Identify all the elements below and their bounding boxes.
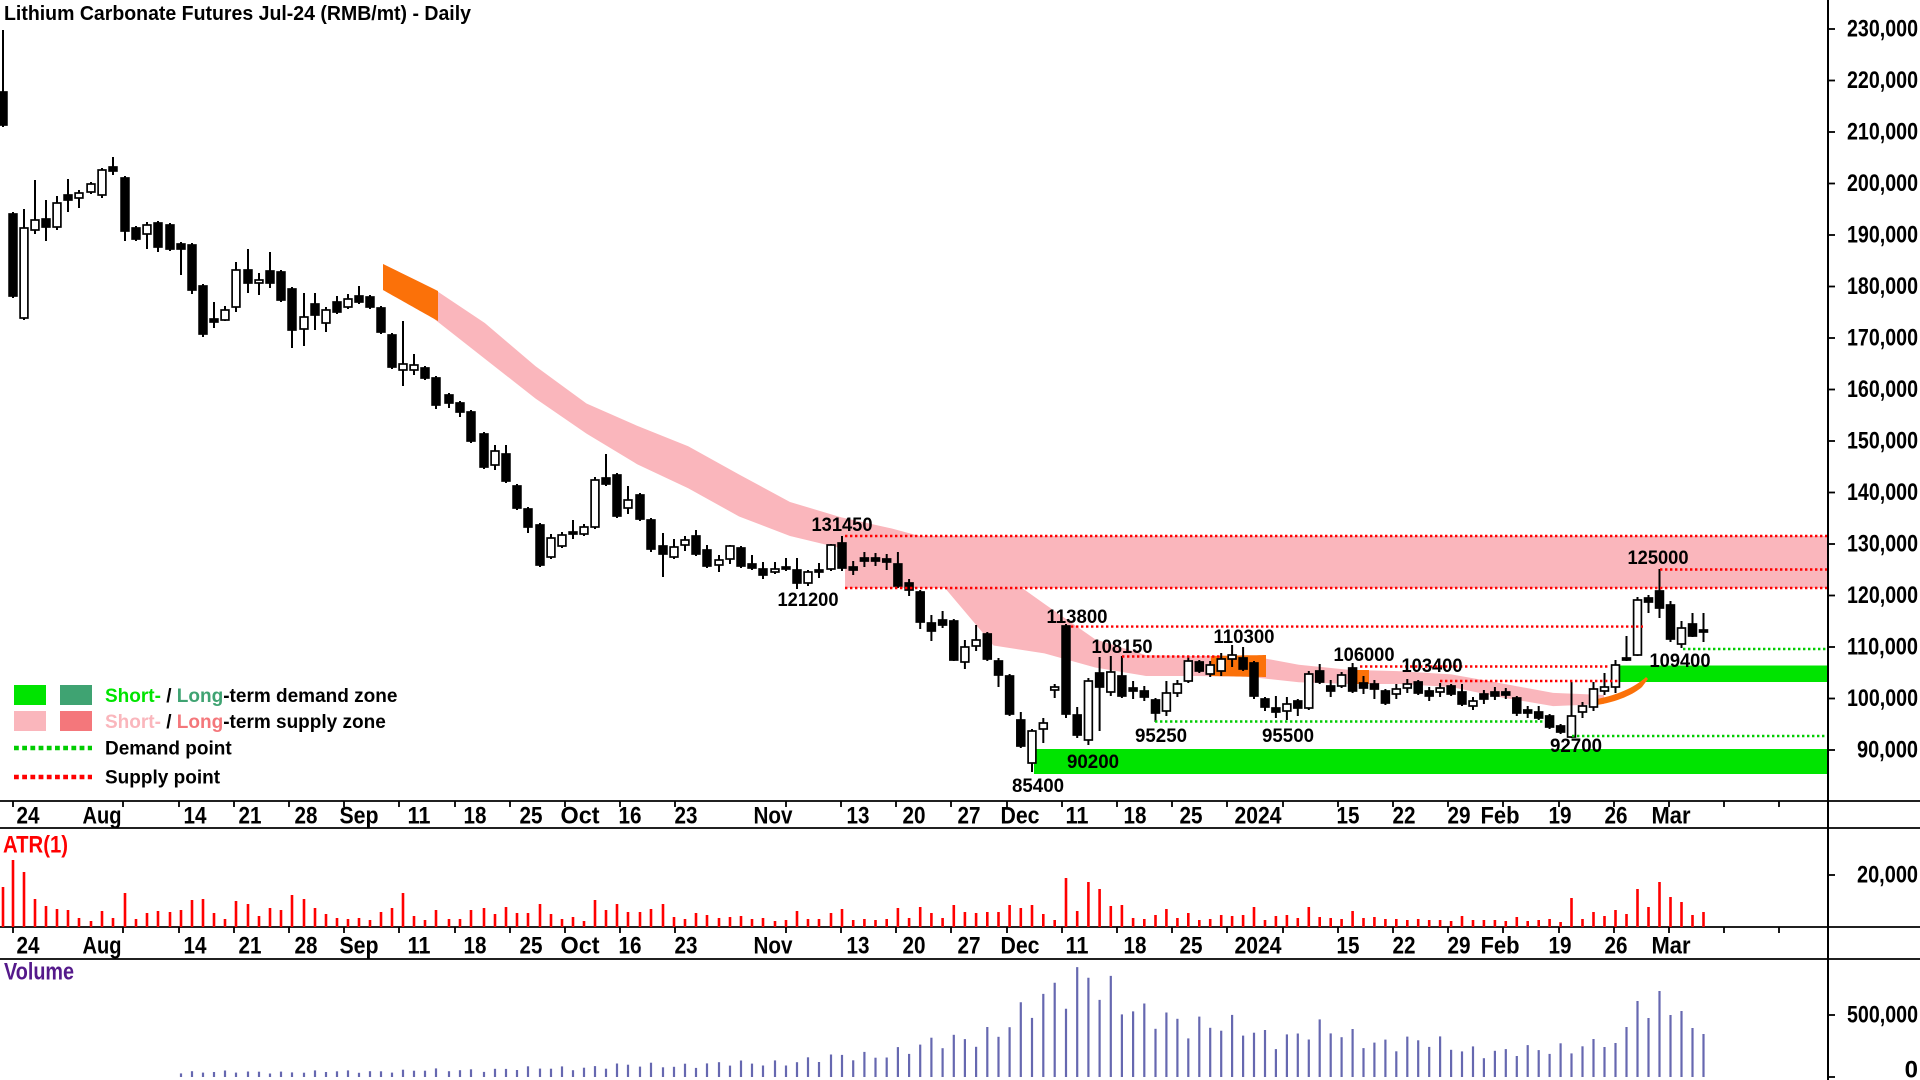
svg-text:23: 23 xyxy=(675,933,698,960)
svg-text:15: 15 xyxy=(1337,933,1360,960)
svg-text:13: 13 xyxy=(847,933,870,960)
svg-text:220,000: 220,000 xyxy=(1847,67,1918,94)
svg-text:200,000: 200,000 xyxy=(1847,170,1918,197)
svg-text:11: 11 xyxy=(1066,933,1089,960)
svg-text:160,000: 160,000 xyxy=(1847,376,1918,403)
svg-text:Sep: Sep xyxy=(340,933,379,960)
svg-text:230,000: 230,000 xyxy=(1847,16,1918,43)
svg-text:23: 23 xyxy=(675,803,698,830)
svg-text:25: 25 xyxy=(520,933,543,960)
svg-text:Nov: Nov xyxy=(754,933,794,960)
svg-text:103400: 103400 xyxy=(1402,655,1463,677)
svg-text:19: 19 xyxy=(1549,803,1572,830)
svg-text:Feb: Feb xyxy=(1481,803,1520,830)
svg-text:150,000: 150,000 xyxy=(1847,428,1918,455)
svg-text:113800: 113800 xyxy=(1047,606,1108,628)
svg-text:110300: 110300 xyxy=(1214,626,1275,648)
svg-text:15: 15 xyxy=(1337,803,1360,830)
svg-text:28: 28 xyxy=(295,803,318,830)
svg-text:16: 16 xyxy=(619,803,642,830)
svg-text:20,000: 20,000 xyxy=(1857,862,1918,889)
svg-text:18: 18 xyxy=(464,933,487,960)
svg-text:125000: 125000 xyxy=(1628,547,1689,569)
svg-text:85400: 85400 xyxy=(1012,775,1064,797)
svg-text:131450: 131450 xyxy=(812,514,873,536)
svg-text:210,000: 210,000 xyxy=(1847,119,1918,146)
svg-text:Aug: Aug xyxy=(83,803,122,830)
svg-text:Demand point: Demand point xyxy=(105,739,232,760)
svg-text:108150: 108150 xyxy=(1092,636,1153,658)
svg-text:21: 21 xyxy=(239,803,262,830)
svg-text:13: 13 xyxy=(847,803,870,830)
svg-text:18: 18 xyxy=(464,803,487,830)
svg-text:25: 25 xyxy=(520,803,543,830)
svg-text:21: 21 xyxy=(239,933,262,960)
svg-text:95500: 95500 xyxy=(1262,725,1314,747)
svg-text:Volume: Volume xyxy=(4,959,74,986)
svg-text:190,000: 190,000 xyxy=(1847,222,1918,249)
svg-text:Supply point: Supply point xyxy=(105,768,221,789)
svg-text:92700: 92700 xyxy=(1550,735,1602,757)
svg-text:18: 18 xyxy=(1124,933,1147,960)
svg-text:26: 26 xyxy=(1605,803,1628,830)
svg-text:Oct: Oct xyxy=(561,803,600,830)
svg-text:Dec: Dec xyxy=(1001,803,1040,830)
svg-text:Short- / Long-term demand zone: Short- / Long-term demand zone xyxy=(105,686,397,707)
svg-text:27: 27 xyxy=(958,933,981,960)
svg-text:16: 16 xyxy=(619,933,642,960)
svg-text:109400: 109400 xyxy=(1650,650,1711,672)
svg-text:29: 29 xyxy=(1448,803,1471,830)
svg-text:90200: 90200 xyxy=(1067,751,1119,773)
svg-text:2024: 2024 xyxy=(1235,933,1283,960)
svg-text:Lithium Carbonate Futures Jul-: Lithium Carbonate Futures Jul-24 (RMB/mt… xyxy=(4,3,472,25)
svg-text:11: 11 xyxy=(408,933,431,960)
svg-text:Short- / Long-term supply zone: Short- / Long-term supply zone xyxy=(105,712,386,733)
svg-text:90,000: 90,000 xyxy=(1857,737,1918,764)
svg-text:170,000: 170,000 xyxy=(1847,325,1918,352)
svg-text:19: 19 xyxy=(1549,933,1572,960)
svg-text:106000: 106000 xyxy=(1334,644,1395,666)
svg-text:22: 22 xyxy=(1393,803,1416,830)
svg-text:120,000: 120,000 xyxy=(1847,582,1918,609)
svg-text:100,000: 100,000 xyxy=(1847,685,1918,712)
svg-text:Feb: Feb xyxy=(1481,933,1520,960)
svg-text:500,000: 500,000 xyxy=(1847,1002,1918,1029)
svg-text:121200: 121200 xyxy=(778,589,839,611)
svg-text:180,000: 180,000 xyxy=(1847,273,1918,300)
svg-text:2024: 2024 xyxy=(1235,803,1283,830)
svg-text:Mar: Mar xyxy=(1652,803,1691,830)
svg-text:28: 28 xyxy=(295,933,318,960)
svg-text:20: 20 xyxy=(903,803,926,830)
svg-text:14: 14 xyxy=(184,803,208,830)
svg-text:26: 26 xyxy=(1605,933,1628,960)
svg-text:11: 11 xyxy=(1066,803,1089,830)
svg-text:ATR(1): ATR(1) xyxy=(3,832,68,859)
svg-text:95250: 95250 xyxy=(1135,725,1187,747)
svg-text:29: 29 xyxy=(1448,933,1471,960)
svg-text:0: 0 xyxy=(1905,1057,1918,1080)
svg-text:Dec: Dec xyxy=(1001,933,1040,960)
svg-text:25: 25 xyxy=(1180,933,1203,960)
svg-text:Mar: Mar xyxy=(1652,933,1691,960)
svg-text:27: 27 xyxy=(958,803,981,830)
svg-text:14: 14 xyxy=(184,933,208,960)
svg-text:Nov: Nov xyxy=(754,803,794,830)
svg-text:130,000: 130,000 xyxy=(1847,531,1918,558)
svg-text:Oct: Oct xyxy=(561,933,600,960)
svg-text:Sep: Sep xyxy=(340,803,379,830)
svg-text:110,000: 110,000 xyxy=(1847,634,1918,661)
svg-text:11: 11 xyxy=(408,803,431,830)
svg-text:22: 22 xyxy=(1393,933,1416,960)
svg-text:24: 24 xyxy=(17,933,41,960)
svg-text:140,000: 140,000 xyxy=(1847,479,1918,506)
svg-text:Aug: Aug xyxy=(83,933,122,960)
svg-text:20: 20 xyxy=(903,933,926,960)
svg-text:25: 25 xyxy=(1180,803,1203,830)
svg-text:18: 18 xyxy=(1124,803,1147,830)
svg-text:24: 24 xyxy=(17,803,41,830)
